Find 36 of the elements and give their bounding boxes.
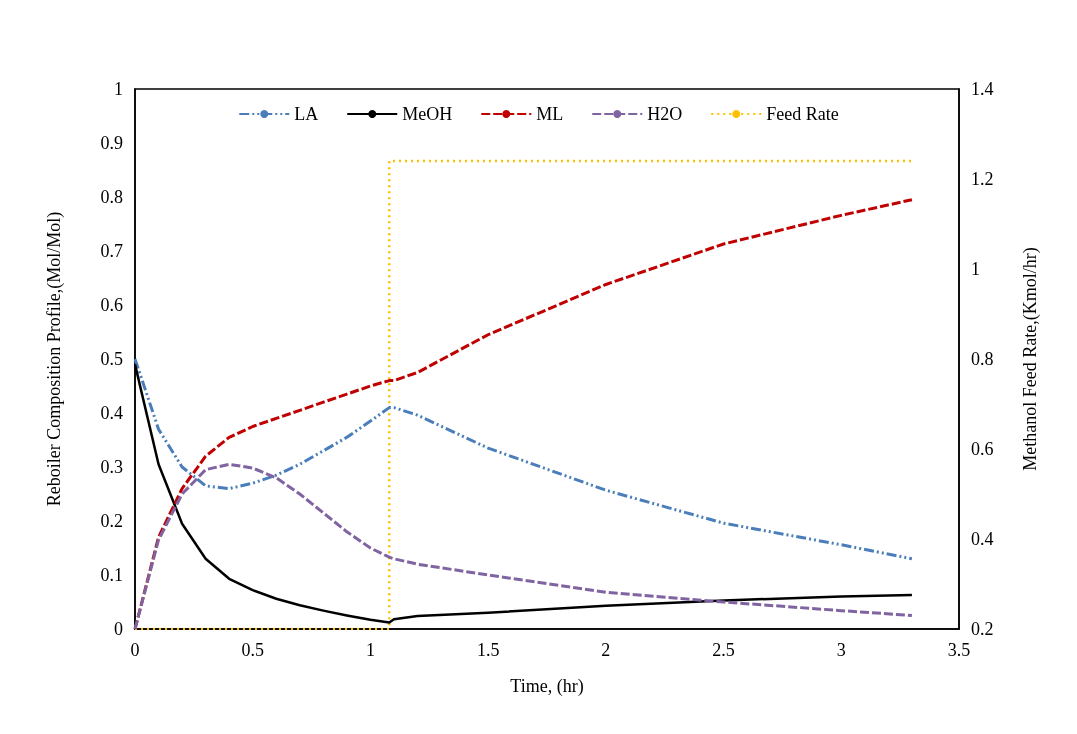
y-tick-label: 0.7 <box>100 241 123 261</box>
x-tick-label: 0.5 <box>241 640 264 660</box>
y-axis-title: Reboiler Composition Profile,(Mol/Mol) <box>44 211 65 507</box>
x-tick-label: 1.5 <box>476 640 500 660</box>
x-tick-label: 3 <box>836 640 846 660</box>
y-tick-label: 0 <box>114 619 123 639</box>
legend-label: MeOH <box>402 104 453 124</box>
x-tick-label: 3.5 <box>947 640 971 660</box>
y-tick-label: 0.4 <box>100 403 123 423</box>
x-tick-label: 1 <box>365 640 375 660</box>
legend-label: ML <box>536 104 564 124</box>
y2-tick-label: 1.2 <box>971 169 994 189</box>
x-tick-label: 2 <box>601 640 611 660</box>
legend-label: Feed Rate <box>766 104 839 124</box>
x-tick-label: 2.5 <box>712 640 735 660</box>
x-tick-label: 0 <box>130 640 140 660</box>
y2-tick-label: 0.6 <box>971 439 994 459</box>
y-tick-label: 0.6 <box>100 295 123 315</box>
y-tick-label: 1 <box>114 79 123 99</box>
line-series <box>133 462 914 631</box>
y2-tick-label: 0.8 <box>971 349 994 369</box>
y-tick-label: 0.2 <box>100 511 123 531</box>
line-series <box>133 357 914 561</box>
x-axis-title: Time, (hr) <box>510 676 584 697</box>
y-tick-label: 0.5 <box>100 349 123 369</box>
y2-tick-label: 1 <box>971 259 980 279</box>
y-tick-label: 0.3 <box>100 457 123 477</box>
y-tick-label: 0.1 <box>100 565 123 585</box>
legend-label: LA <box>294 104 319 124</box>
y2-tick-label: 0.4 <box>971 529 994 549</box>
y2-axis-title: Methanol Feed Rate,(Kmol/hr) <box>1020 247 1041 471</box>
y2-tick-label: 1.4 <box>971 79 994 99</box>
y-tick-label: 0.8 <box>100 187 123 207</box>
y2-tick-label: 0.2 <box>971 619 994 639</box>
y-tick-label: 0.9 <box>100 133 123 153</box>
legend-label: H2O <box>647 104 683 124</box>
